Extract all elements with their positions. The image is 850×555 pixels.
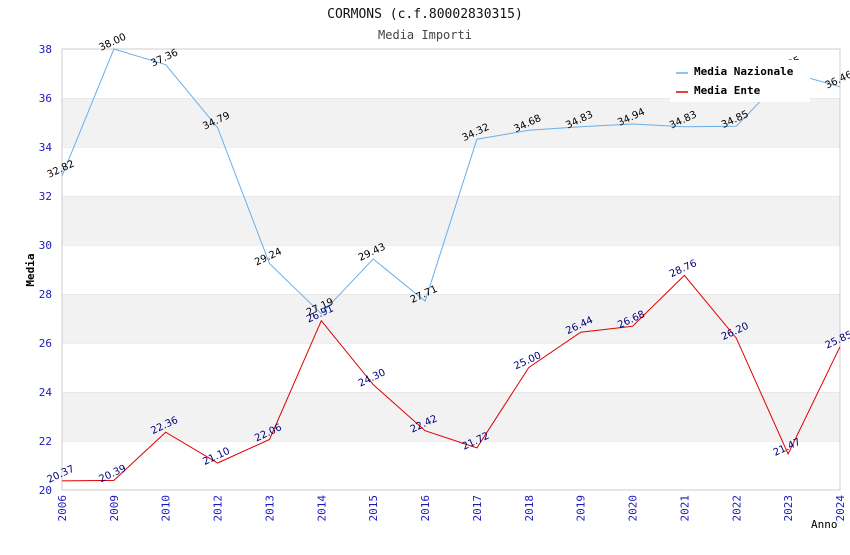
x-tick-label: 2016 bbox=[419, 495, 432, 522]
x-tick-label: 2019 bbox=[575, 495, 588, 522]
grid-band bbox=[62, 98, 840, 147]
x-tick-label: 2006 bbox=[56, 495, 69, 522]
y-tick-label: 32 bbox=[39, 190, 52, 203]
y-tick-label: 24 bbox=[39, 386, 53, 399]
x-tick-label: 2009 bbox=[108, 495, 121, 522]
x-tick-label: 2013 bbox=[263, 495, 276, 522]
grid-band bbox=[62, 392, 840, 441]
y-tick-label: 20 bbox=[39, 484, 52, 497]
x-axis-label: Anno bbox=[811, 518, 838, 531]
chart-title: CORMONS (c.f.80002830315) bbox=[327, 7, 523, 22]
grid-band bbox=[62, 147, 840, 196]
y-tick-label: 36 bbox=[39, 92, 52, 105]
grid-bands bbox=[62, 48, 840, 490]
plot-border bbox=[61, 48, 841, 491]
x-tick-label: 2023 bbox=[782, 495, 795, 522]
y-tick-label: 34 bbox=[39, 141, 53, 154]
x-tick-label: 2017 bbox=[471, 495, 484, 522]
y-axis-ticks: 20 22 24 26 28 30 32 34 36 38 bbox=[39, 43, 53, 497]
series-line-media-ente bbox=[61, 274, 841, 482]
x-tick-label: 2018 bbox=[523, 495, 536, 522]
legend-label-media-ente: Media Ente bbox=[694, 84, 761, 97]
x-tick-label: 2022 bbox=[730, 495, 743, 522]
grid-band bbox=[62, 294, 840, 343]
plot-frame bbox=[61, 48, 841, 491]
x-tick-label: 2024 bbox=[834, 495, 847, 522]
grid-band bbox=[62, 441, 840, 490]
legend-label-media-nazionale: Media Nazionale bbox=[694, 65, 794, 78]
y-tick-label: 22 bbox=[39, 435, 52, 448]
x-tick-label: 2020 bbox=[627, 495, 640, 522]
x-tick-label: 2012 bbox=[212, 495, 225, 522]
series-lines bbox=[61, 48, 841, 482]
x-tick-label: 2015 bbox=[367, 495, 380, 522]
y-tick-label: 30 bbox=[39, 239, 52, 252]
x-tick-label: 2021 bbox=[678, 495, 691, 522]
grid-band bbox=[62, 245, 840, 294]
chart-subtitle: Media Importi bbox=[378, 28, 472, 42]
x-tick-label: 2014 bbox=[315, 495, 328, 522]
y-tick-label: 38 bbox=[39, 43, 52, 56]
legend: Media Nazionale Media Ente bbox=[670, 60, 810, 102]
grid-band bbox=[62, 343, 840, 392]
x-axis-ticks: 2006 2009 2010 2012 2013 2014 2015 2016 2017 2018… bbox=[56, 495, 847, 522]
y-tick-label: 26 bbox=[39, 337, 52, 350]
series-line-media-nazionale bbox=[61, 48, 841, 315]
y-tick-label: 28 bbox=[39, 288, 52, 301]
y-axis-label: Media bbox=[24, 253, 37, 286]
x-tick-label: 2010 bbox=[160, 495, 173, 522]
legend-background bbox=[670, 60, 810, 102]
